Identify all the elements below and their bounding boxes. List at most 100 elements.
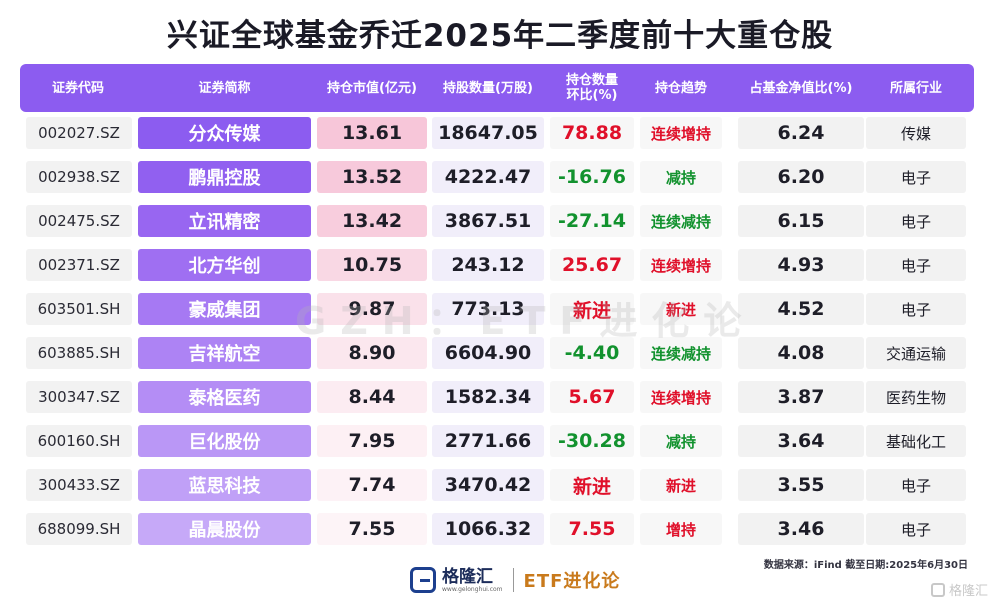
value-cell: 8.90 bbox=[317, 337, 427, 369]
table-row: 300433.SZ 蓝思科技 7.74 3470.42 新进 新进 3.55 电子 bbox=[20, 469, 974, 501]
change-cell: 78.88 bbox=[550, 117, 634, 149]
trend-cell: 连续减持 bbox=[640, 205, 722, 237]
name-cell: 北方华创 bbox=[138, 249, 311, 281]
header-shares: 持股数量(万股) bbox=[443, 80, 533, 96]
industry-cell: 电子 bbox=[866, 205, 966, 237]
corner-logo-icon bbox=[930, 582, 945, 597]
corner-brand: 格隆汇 bbox=[948, 584, 988, 599]
pct-cell: 4.93 bbox=[738, 249, 864, 281]
trend-cell: 连续减持 bbox=[640, 337, 722, 369]
name-cell: 分众传媒 bbox=[138, 117, 311, 149]
trend-cell: 减持 bbox=[640, 161, 722, 193]
pct-cell: 6.15 bbox=[738, 205, 864, 237]
pct-cell: 3.46 bbox=[738, 513, 864, 545]
pct-cell: 6.20 bbox=[738, 161, 864, 193]
code-cell: 002938.SZ bbox=[26, 161, 132, 193]
trend-cell: 连续增持 bbox=[640, 381, 722, 413]
value-cell: 9.87 bbox=[317, 293, 427, 325]
change-cell: 7.55 bbox=[550, 513, 634, 545]
name-cell: 晶晨股份 bbox=[138, 513, 311, 545]
code-cell: 002371.SZ bbox=[26, 249, 132, 281]
pct-cell: 3.64 bbox=[738, 425, 864, 457]
name-cell: 豪威集团 bbox=[138, 293, 311, 325]
pct-cell: 3.87 bbox=[738, 381, 864, 413]
name-cell: 立讯精密 bbox=[138, 205, 311, 237]
industry-cell: 电子 bbox=[866, 513, 966, 545]
page-title: 兴证全球基金乔迁2025年二季度前十大重仓股 bbox=[166, 18, 834, 54]
header-pct: 占基金净值比(%) bbox=[749, 80, 853, 96]
value-cell: 7.74 bbox=[317, 469, 427, 501]
table-row: 002027.SZ 分众传媒 13.61 18647.05 78.88 连续增持 6.24 传… bbox=[20, 117, 974, 149]
table-row: 300347.SZ 泰格医药 8.44 1582.34 5.67 连续增持 3.87 医药生物 bbox=[20, 381, 974, 413]
brand-block: 格隆汇 www.gelonghui.com bbox=[442, 568, 503, 593]
table-row: 002371.SZ 北方华创 10.75 243.12 25.67 连续增持 4.93 电子 bbox=[20, 249, 974, 281]
shares-cell: 18647.05 bbox=[432, 117, 544, 149]
value-cell: 7.55 bbox=[317, 513, 427, 545]
brand-name: 格隆汇 bbox=[442, 566, 493, 587]
table-row: 603501.SH 豪威集团 9.87 773.13 新进 新进 4.52 电子 bbox=[20, 293, 974, 325]
change-cell: -16.76 bbox=[550, 161, 634, 193]
industry-cell: 电子 bbox=[866, 249, 966, 281]
pct-cell: 6.24 bbox=[738, 117, 864, 149]
brand-url: www.gelonghui.com bbox=[442, 585, 503, 593]
code-cell: 603885.SH bbox=[26, 337, 132, 369]
pct-cell: 4.52 bbox=[738, 293, 864, 325]
table-row: 002938.SZ 鹏鼎控股 13.52 4222.47 -16.76 减持 6.20 电子 bbox=[20, 161, 974, 193]
data-source-note: 数据来源：iFind 截至日期:2025年6月30日 bbox=[763, 560, 968, 571]
footer-branding: 格隆汇 www.gelonghui.com ETF进化论 bbox=[410, 563, 620, 597]
header-industry: 所属行业 bbox=[889, 80, 942, 96]
gelonghui-logo-icon bbox=[410, 567, 436, 593]
code-cell: 600160.SH bbox=[26, 425, 132, 457]
change-cell: -30.28 bbox=[550, 425, 634, 457]
shares-cell: 773.13 bbox=[432, 293, 544, 325]
value-cell: 13.61 bbox=[317, 117, 427, 149]
change-cell: -4.40 bbox=[550, 337, 634, 369]
trend-cell: 连续增持 bbox=[640, 249, 722, 281]
trend-cell: 连续增持 bbox=[640, 117, 722, 149]
shares-cell: 243.12 bbox=[432, 249, 544, 281]
industry-cell: 电子 bbox=[866, 161, 966, 193]
industry-cell: 传媒 bbox=[866, 117, 966, 149]
table-header: 证券代码 证券简称 持仓市值(亿元) 持股数量(万股) 持仓数量环比(%) 持仓… bbox=[20, 64, 974, 112]
name-cell: 鹏鼎控股 bbox=[138, 161, 311, 193]
change-cell: 5.67 bbox=[550, 381, 634, 413]
header-name: 证券简称 bbox=[198, 80, 251, 96]
table-row: 002475.SZ 立讯精密 13.42 3867.51 -27.14 连续减持 6.15 电… bbox=[20, 205, 974, 237]
shares-cell: 4222.47 bbox=[432, 161, 544, 193]
shares-cell: 1582.34 bbox=[432, 381, 544, 413]
change-cell: 新进 bbox=[550, 469, 634, 501]
industry-cell: 基础化工 bbox=[866, 425, 966, 457]
header-trend: 持仓趋势 bbox=[654, 80, 707, 96]
etf-brand: ETF进化论 bbox=[523, 571, 621, 592]
trend-cell: 新进 bbox=[640, 469, 722, 501]
value-cell: 10.75 bbox=[317, 249, 427, 281]
corner-watermark: 格隆汇 bbox=[930, 580, 988, 599]
value-cell: 13.42 bbox=[317, 205, 427, 237]
header-code: 证券代码 bbox=[51, 80, 104, 96]
name-cell: 蓝思科技 bbox=[138, 469, 311, 501]
footer-divider bbox=[512, 568, 514, 592]
change-cell: -27.14 bbox=[550, 205, 634, 237]
table-row: 600160.SH 巨化股份 7.95 2771.66 -30.28 减持 3.64 基础化工 bbox=[20, 425, 974, 457]
code-cell: 002475.SZ bbox=[26, 205, 132, 237]
name-cell: 吉祥航空 bbox=[138, 337, 311, 369]
table-row: 688099.SH 晶晨股份 7.55 1066.32 7.55 增持 3.46 电子 bbox=[20, 513, 974, 545]
shares-cell: 2771.66 bbox=[432, 425, 544, 457]
code-cell: 603501.SH bbox=[26, 293, 132, 325]
industry-cell: 电子 bbox=[866, 293, 966, 325]
industry-cell: 电子 bbox=[866, 469, 966, 501]
watermark: GZH：ETF进化论 bbox=[295, 299, 756, 343]
change-cell: 25.67 bbox=[550, 249, 634, 281]
code-cell: 002027.SZ bbox=[26, 117, 132, 149]
header-value: 持仓市值(亿元) bbox=[327, 80, 417, 96]
trend-cell: 增持 bbox=[640, 513, 722, 545]
industry-cell: 医药生物 bbox=[866, 381, 966, 413]
industry-cell: 交通运输 bbox=[866, 337, 966, 369]
pct-cell: 4.08 bbox=[738, 337, 864, 369]
header-change: 持仓数量环比(%) bbox=[565, 73, 618, 103]
name-cell: 泰格医药 bbox=[138, 381, 311, 413]
shares-cell: 1066.32 bbox=[432, 513, 544, 545]
table-row: 603885.SH 吉祥航空 8.90 6604.90 -4.40 连续减持 4.08 交通运… bbox=[20, 337, 974, 369]
shares-cell: 3470.42 bbox=[432, 469, 544, 501]
value-cell: 13.52 bbox=[317, 161, 427, 193]
